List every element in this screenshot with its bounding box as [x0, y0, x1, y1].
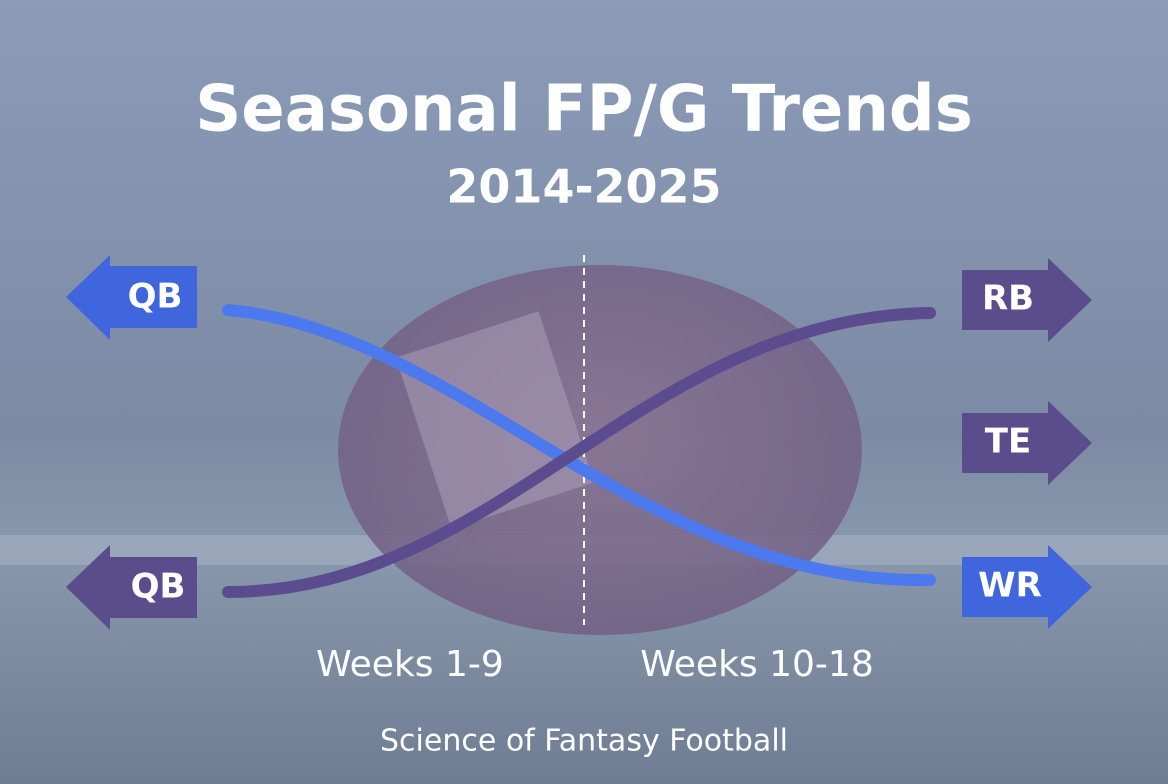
period-label: Weeks 1-9 [316, 644, 504, 685]
badge: QB [66, 545, 197, 630]
badge: QB [66, 255, 197, 340]
period-label: Weeks 10-18 [640, 644, 873, 685]
badge-label: TE [985, 422, 1031, 462]
badge: RB [962, 258, 1092, 342]
badge-label: WR [978, 566, 1042, 606]
subtitle: 2014-2025 [446, 160, 721, 214]
footer: Science of Fantasy Football [380, 724, 788, 759]
badge-label: QB [131, 567, 186, 607]
title: Seasonal FP/G Trends [195, 73, 973, 147]
football [338, 265, 862, 635]
badge: TE [962, 401, 1092, 485]
trend-curve-blue [222, 304, 936, 587]
badge-label: QB [128, 277, 183, 317]
badge-label: RB [982, 279, 1034, 319]
trend-curve-purple [222, 307, 936, 598]
badge: WR [962, 545, 1092, 629]
